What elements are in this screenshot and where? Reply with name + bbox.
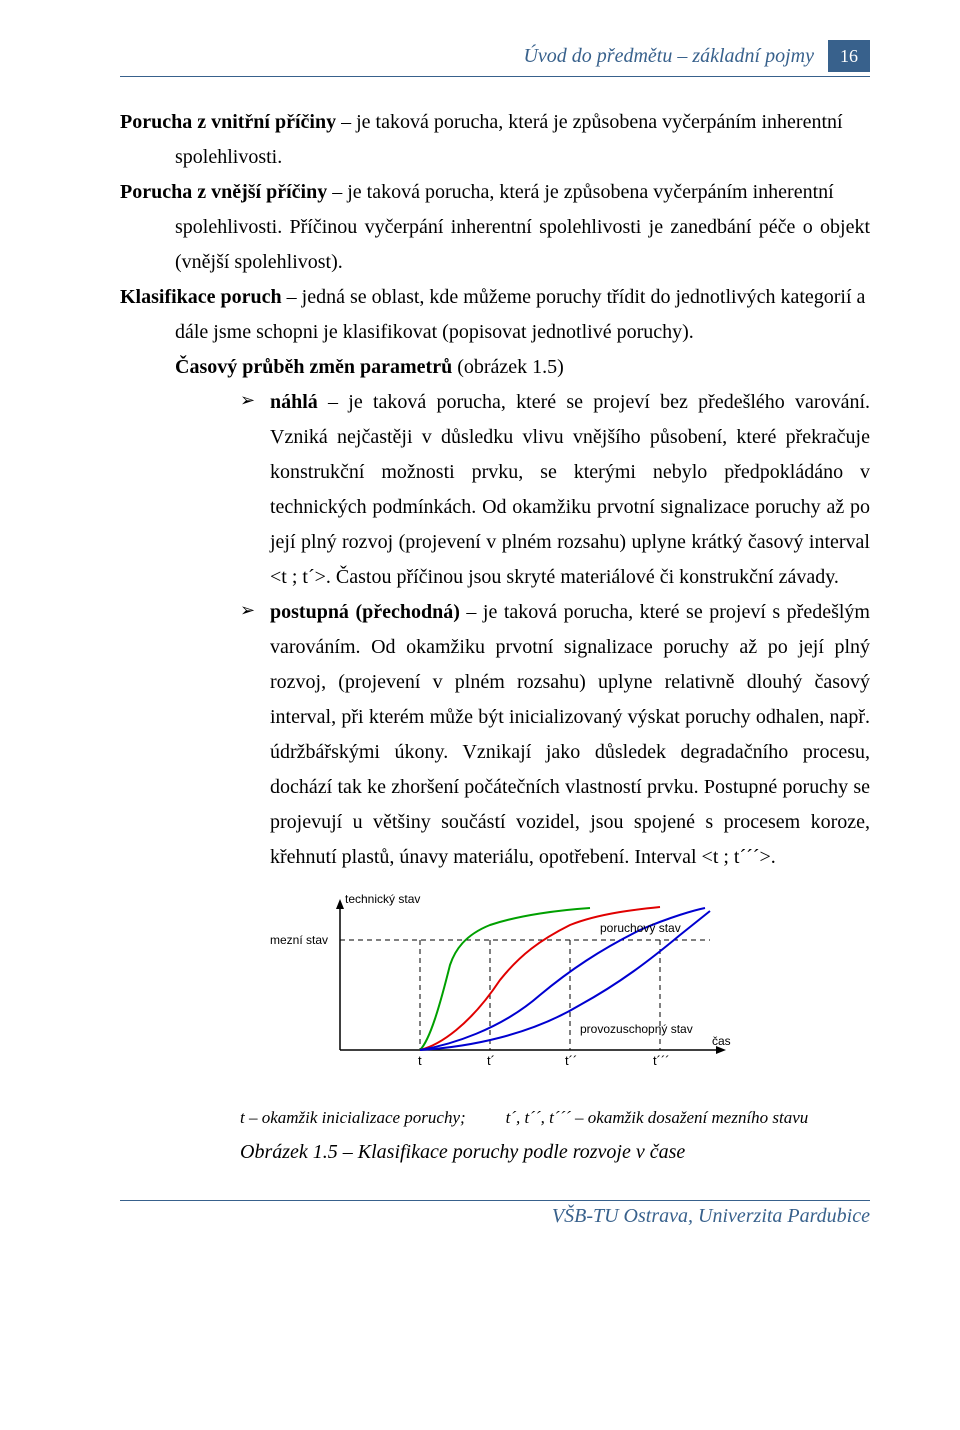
tick-t: t [418, 1053, 422, 1068]
tick-t1: t´ [487, 1053, 495, 1068]
paragraph-2: Porucha z vnější příčiny – je taková por… [120, 175, 870, 210]
footer-text: VŠB-TU Ostrava, Univerzita Pardubice [552, 1205, 870, 1227]
paragraph-3c: dále jsme schopni je klasifikovat (popis… [120, 315, 870, 350]
tick-t3: t´´´ [653, 1053, 670, 1068]
term-4: Časový průběh změn parametrů [175, 356, 452, 378]
term-3: Klasifikace poruch [120, 286, 282, 308]
document-page: Úvod do předmětu – základní pojmy 16 Por… [0, 0, 960, 1430]
figure-caption: t – okamžik inicializace poruchy; t´, t´… [240, 1103, 870, 1133]
mezni-label: mezní stav [270, 933, 328, 947]
figure-1-5: technický stav mezní stav poruchový stav… [240, 885, 870, 1170]
paragraph-1c: spolehlivosti. [120, 140, 870, 175]
bullet-item-2: postupná (přechodná) – je taková porucha… [240, 595, 870, 875]
bullet-1-lead: náhlá [270, 391, 318, 413]
paragraph-1: Porucha z vnitřní příčiny – je taková po… [120, 105, 870, 140]
bullet-item-1: náhlá – je taková porucha, které se proj… [240, 385, 870, 595]
chart-svg: technický stav mezní stav poruchový stav… [240, 885, 760, 1085]
header-title: Úvod do předmětu – základní pojmy [523, 45, 814, 68]
page-number: 16 [828, 40, 870, 72]
provoz-label: provozuschopný stav [580, 1022, 693, 1036]
tick-t2: t´´ [565, 1053, 577, 1068]
y-axis-label: technický stav [345, 892, 420, 906]
page-header: Úvod do předmětu – základní pojmy 16 [120, 40, 870, 77]
page-footer: VŠB-TU Ostrava, Univerzita Pardubice [120, 1200, 870, 1228]
bullet-list: náhlá – je taková porucha, které se proj… [120, 385, 870, 875]
text-2b: – je taková porucha, která je způsobena … [327, 181, 833, 203]
y-axis-arrow-icon [336, 899, 344, 909]
bullet-1-text: – je taková porucha, které se projeví be… [270, 391, 870, 588]
bullet-2-lead: postupná (přechodná) [270, 601, 460, 623]
text-4b: (obrázek 1.5) [452, 356, 564, 378]
caption-right: t´, t´´, t´´´ – okamžik dosažení mezního… [506, 1103, 809, 1133]
figure-title: Obrázek 1.5 – Klasifikace poruchy podle … [240, 1135, 870, 1170]
term-2: Porucha z vnější příčiny [120, 181, 327, 203]
paragraph-4: Časový průběh změn parametrů (obrázek 1.… [120, 350, 870, 385]
curve-green [420, 908, 590, 1050]
term-1: Porucha z vnitřní příčiny [120, 111, 336, 133]
bullet-2-text: – je taková porucha, které se projeví s … [270, 601, 870, 868]
text-3b: – jedná se oblast, kde můžeme poruchy tř… [282, 286, 866, 308]
text-1b: – je taková porucha, která je způsobena … [336, 111, 842, 133]
x-axis-label: čas [712, 1034, 731, 1048]
poruchovy-label: poruchový stav [600, 921, 681, 935]
paragraph-3: Klasifikace poruch – jedná se oblast, kd… [120, 280, 870, 315]
body-text: Porucha z vnitřní příčiny – je taková po… [120, 105, 870, 1170]
paragraph-2c: spolehlivosti. Příčinou vyčerpání inhere… [120, 210, 870, 280]
caption-left: t – okamžik inicializace poruchy; [240, 1103, 466, 1133]
